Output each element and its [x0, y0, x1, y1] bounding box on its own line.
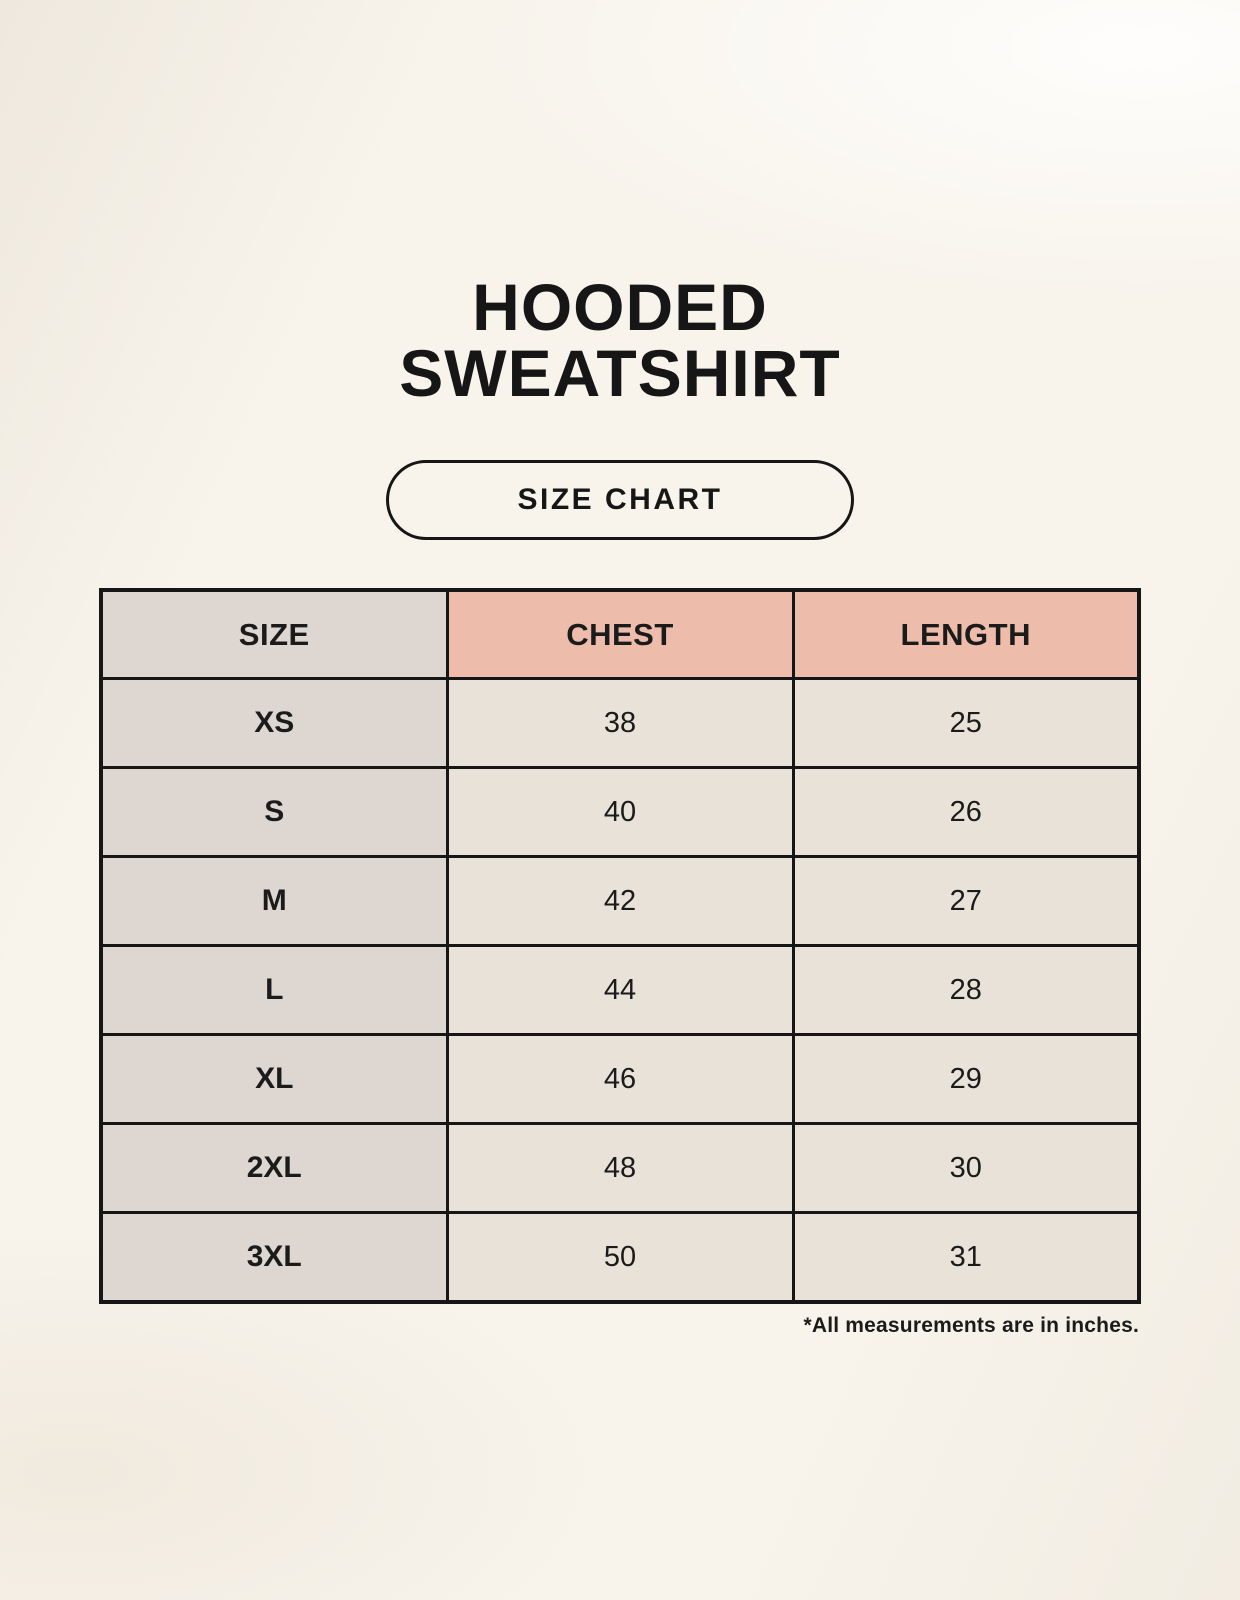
chest-cell: 44	[445, 944, 795, 1036]
title-block: HOODED SWEATSHIRT SIZE CHART	[0, 0, 1240, 540]
size-cell: 3XL	[99, 1211, 449, 1304]
length-cell: 27	[791, 855, 1141, 947]
page-title-line-1: HOODED	[472, 270, 768, 344]
size-cell: M	[99, 855, 449, 947]
column-header-size: SIZE	[99, 588, 449, 680]
size-chart-table-container: SIZE CHEST LENGTH XS 38 25 S 40 26 M	[99, 588, 1141, 1338]
size-cell: S	[99, 766, 449, 858]
table-row-xs: XS 38 25	[99, 677, 1141, 769]
chest-cell: 40	[445, 766, 795, 858]
table-header-row: SIZE CHEST LENGTH	[99, 588, 1141, 680]
length-cell: 29	[791, 1033, 1141, 1125]
table-row-xl: XL 46 29	[99, 1033, 1141, 1125]
length-cell: 30	[791, 1122, 1141, 1214]
chest-cell: 46	[445, 1033, 795, 1125]
length-cell: 31	[791, 1211, 1141, 1304]
column-header-length: LENGTH	[791, 588, 1141, 680]
table-row-s: S 40 26	[99, 766, 1141, 858]
size-cell: L	[99, 944, 449, 1036]
column-header-chest: CHEST	[445, 588, 795, 680]
size-chart-badge-label: SIZE CHART	[517, 483, 723, 516]
size-chart-table: SIZE CHEST LENGTH XS 38 25 S 40 26 M	[99, 588, 1141, 1304]
chest-cell: 48	[445, 1122, 795, 1214]
table-row-3xl: 3XL 50 31	[99, 1211, 1141, 1304]
chest-cell: 42	[445, 855, 795, 947]
size-cell: XL	[99, 1033, 449, 1125]
table-row-l: L 44 28	[99, 944, 1141, 1036]
size-chart-badge: SIZE CHART	[386, 460, 854, 540]
length-cell: 25	[791, 677, 1141, 769]
length-cell: 26	[791, 766, 1141, 858]
page-title: HOODED SWEATSHIRT	[0, 274, 1240, 406]
chest-cell: 50	[445, 1211, 795, 1304]
size-cell: 2XL	[99, 1122, 449, 1214]
page-title-line-2: SWEATSHIRT	[399, 336, 841, 410]
table-row-m: M 42 27	[99, 855, 1141, 947]
size-cell: XS	[99, 677, 449, 769]
table-row-2xl: 2XL 48 30	[99, 1122, 1141, 1214]
chest-cell: 38	[445, 677, 795, 769]
measurements-footnote: *All measurements are in inches.	[803, 1314, 1139, 1337]
length-cell: 28	[791, 944, 1141, 1036]
